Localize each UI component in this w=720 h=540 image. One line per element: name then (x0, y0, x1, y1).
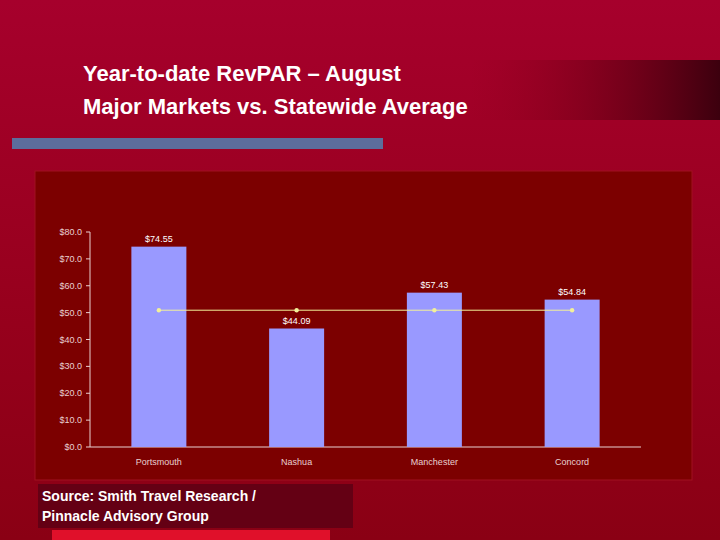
subtitle: Major Markets vs. Statewide Average (83, 94, 468, 119)
x-tick-label: Manchester (411, 457, 458, 467)
page: {"chart_data": {"type": "bar", "title": … (0, 0, 720, 540)
marker (570, 308, 574, 312)
y-tick (86, 393, 90, 394)
marker (432, 308, 436, 312)
bar (269, 329, 324, 447)
marker (294, 308, 298, 312)
y-tick-label: $40.0 (59, 335, 82, 345)
chart-panel (35, 171, 692, 480)
data-labels: $74.55 $44.09 $57.43 $54.84 (145, 234, 586, 326)
y-tick-label: $70.0 (59, 254, 82, 264)
bar (131, 247, 186, 447)
y-tick (86, 258, 90, 259)
y-axis: $0.0 $10.0 $20.0 $30.0 $40.0 $50.0 $60.0 $70.0 $… (59, 227, 641, 452)
y-tick (86, 447, 90, 448)
y-tick (86, 339, 90, 340)
source-text: Pinnacle Advisory Group (42, 508, 209, 524)
data-label: $57.43 (421, 280, 449, 290)
y-tick-label: $0.0 (64, 442, 82, 452)
footer-bar (52, 530, 330, 540)
y-tick (86, 312, 90, 313)
title-band (470, 60, 720, 120)
data-label: $44.09 (283, 316, 311, 326)
chart: Year-to-date RevPAR – August Major Market… (0, 0, 720, 540)
title-rule (12, 138, 383, 149)
title: Year-to-date RevPAR – August (83, 61, 402, 86)
marker (157, 308, 161, 312)
y-tick (86, 285, 90, 286)
data-label: $74.55 (145, 234, 173, 244)
source-box (38, 484, 353, 528)
x-tick-label: Concord (555, 457, 589, 467)
data-label: $54.84 (558, 287, 586, 297)
y-tick (86, 232, 90, 233)
y-tick (86, 420, 90, 421)
y-tick-label: $20.0 (59, 388, 82, 398)
line (159, 310, 572, 311)
y-tick-label: $50.0 (59, 308, 82, 318)
x-tick-label: Nashua (281, 457, 312, 467)
bar (545, 300, 600, 447)
marks (131, 247, 599, 447)
y-tick-label: $80.0 (59, 227, 82, 237)
x-tick-label: Portsmouth (136, 457, 182, 467)
source-text: Source: Smith Travel Research / (42, 488, 256, 504)
bar (407, 293, 462, 447)
y-tick-label: $10.0 (59, 415, 82, 425)
y-tick-label: $30.0 (59, 361, 82, 371)
y-tick-label: $60.0 (59, 281, 82, 291)
y-tick (86, 366, 90, 367)
y-axis-line (90, 232, 91, 447)
